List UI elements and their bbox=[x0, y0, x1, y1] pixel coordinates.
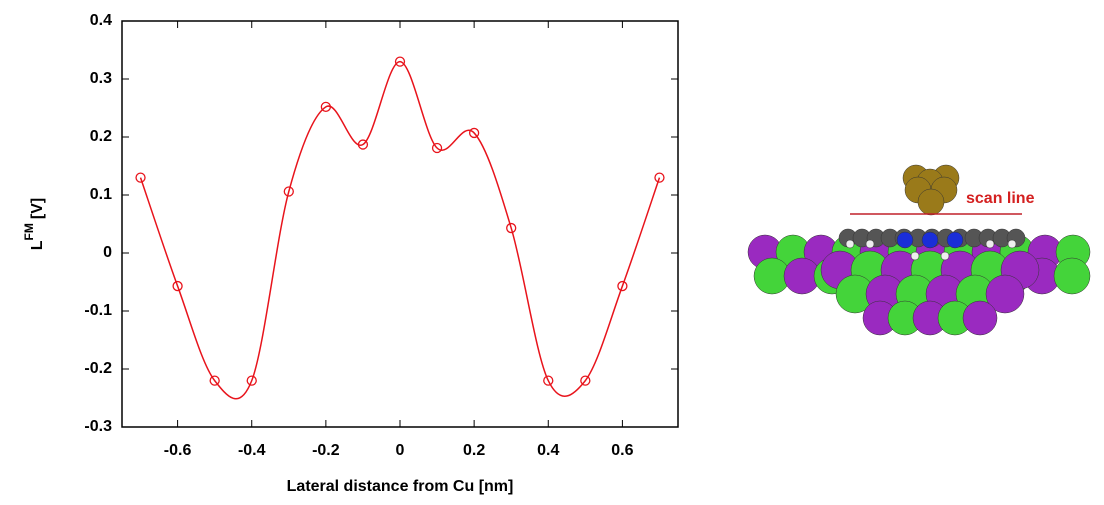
data-point bbox=[580, 375, 591, 386]
atom bbox=[985, 239, 995, 249]
x-tick-label: -0.6 bbox=[164, 442, 192, 459]
data-point bbox=[543, 375, 554, 386]
y-tick-label: -0.2 bbox=[84, 360, 112, 377]
atom bbox=[962, 300, 998, 336]
atom bbox=[946, 231, 964, 249]
atom bbox=[917, 188, 945, 216]
data-line bbox=[139, 60, 661, 400]
molecule-image bbox=[747, 164, 1091, 336]
x-tick-label: 0 bbox=[396, 442, 405, 459]
data-point bbox=[617, 280, 628, 292]
atom bbox=[910, 251, 920, 261]
y-axis-label: LFM [V] bbox=[22, 198, 46, 250]
x-tick-label: -0.2 bbox=[312, 442, 340, 459]
y-label-unit: [V] bbox=[29, 198, 46, 219]
y-label-base: L bbox=[29, 240, 46, 250]
data-point bbox=[172, 280, 183, 292]
data-point bbox=[283, 186, 294, 197]
data-point bbox=[468, 127, 480, 139]
atom bbox=[985, 274, 1025, 314]
y-tick-label: 0.3 bbox=[90, 70, 112, 87]
atom bbox=[845, 239, 855, 249]
atom bbox=[865, 239, 875, 249]
data-point bbox=[209, 375, 220, 386]
y-label-sup: FM bbox=[22, 223, 36, 240]
data-point bbox=[135, 172, 146, 183]
y-tick-label: -0.3 bbox=[84, 418, 112, 435]
y-axis-label-text: LFM [V] bbox=[22, 198, 46, 250]
data-point bbox=[431, 142, 443, 154]
data-point bbox=[246, 375, 257, 386]
data-point bbox=[394, 56, 406, 67]
data-point bbox=[506, 222, 517, 234]
y-tick-label: 0.1 bbox=[90, 186, 112, 203]
atom bbox=[1053, 257, 1091, 295]
data-point bbox=[654, 172, 665, 183]
atom bbox=[940, 251, 950, 261]
y-tick-label: 0 bbox=[103, 244, 112, 261]
scan-line-label: scan line bbox=[966, 190, 1035, 207]
y-tick-label: 0.2 bbox=[90, 128, 112, 145]
y-tick-label: 0.4 bbox=[90, 12, 112, 29]
x-axis-label: Lateral distance from Cu [nm] bbox=[287, 478, 514, 495]
data-point bbox=[320, 101, 332, 112]
plot-frame bbox=[121, 20, 679, 428]
x-tick-label: 0.4 bbox=[537, 442, 559, 459]
y-tick-label: -0.1 bbox=[84, 302, 112, 319]
data-point bbox=[357, 139, 369, 150]
atom bbox=[921, 231, 939, 249]
x-tick-label: 0.6 bbox=[611, 442, 633, 459]
x-tick-label: 0.2 bbox=[463, 442, 485, 459]
x-tick-label: -0.4 bbox=[238, 442, 266, 459]
atom bbox=[1007, 239, 1017, 249]
atom bbox=[896, 231, 914, 249]
